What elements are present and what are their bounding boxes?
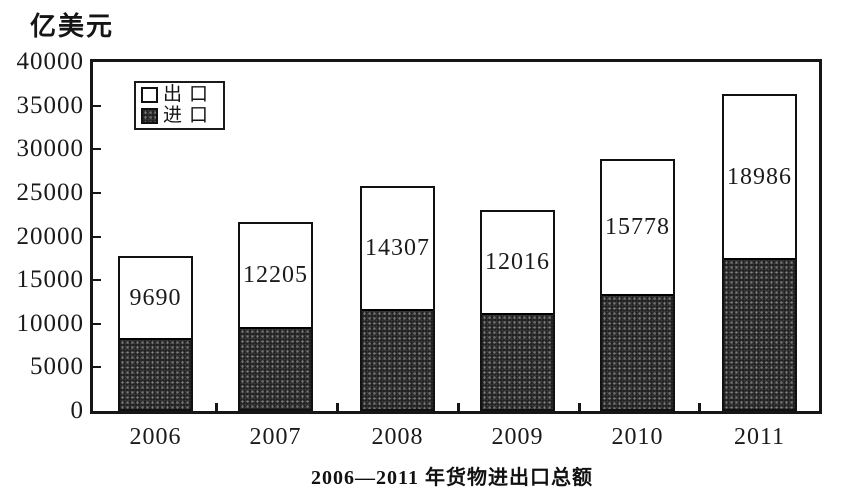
y-axis-tick-label: 30000	[16, 135, 84, 163]
bar-2006: 9690	[118, 255, 193, 411]
legend-item-import: 进口	[141, 106, 218, 126]
legend-item-export: 出口	[141, 85, 218, 105]
y-axis-tick-label: 15000	[16, 266, 84, 294]
y-axis-tick-mark	[93, 148, 101, 151]
bar-export-value-label: 12016	[485, 249, 550, 276]
chart-title: 2006—2011 年货物进出口总额	[311, 467, 593, 489]
plot-area: 出口 进口 9690 12205 14307 12016 15778 18986	[90, 59, 822, 414]
x-axis-tick-mark	[336, 403, 339, 411]
bar-import-segment	[120, 338, 191, 409]
bar-import-segment	[362, 309, 433, 409]
x-axis-label-2007: 2007	[249, 424, 302, 450]
x-axis-label-2008: 2008	[371, 424, 424, 450]
x-axis-label-2009: 2009	[491, 424, 544, 450]
bar-import-segment	[240, 326, 311, 409]
bar-2007: 12205	[238, 222, 313, 411]
bar-import-segment	[602, 294, 673, 409]
import-swatch-icon	[141, 108, 158, 124]
y-axis-tick-mark	[93, 191, 101, 194]
y-axis-tick-label: 35000	[16, 91, 84, 119]
x-axis-tick-mark	[698, 403, 701, 411]
y-axis-tick-mark	[93, 322, 101, 325]
bar-2008: 14307	[360, 186, 435, 411]
export-swatch-icon	[141, 87, 158, 103]
bar-2010: 15778	[600, 158, 675, 411]
y-axis-tick-label: 20000	[16, 222, 84, 250]
y-axis-unit-label: 亿美元	[30, 12, 115, 41]
x-axis-tick-mark	[215, 403, 218, 411]
bar-import-segment	[724, 258, 795, 409]
x-axis-label-2010: 2010	[611, 424, 664, 450]
x-axis-label-2011: 2011	[733, 424, 786, 450]
legend: 出口 进口	[134, 81, 225, 130]
y-axis-tick-label: 5000	[30, 353, 84, 381]
bar-2009: 12016	[480, 210, 555, 411]
y-axis-tick-mark	[93, 104, 101, 107]
y-axis-tick-mark	[93, 235, 101, 238]
bar-export-value-label: 9690	[129, 284, 182, 311]
y-axis-tick-label: 0	[70, 397, 84, 424]
y-axis-tick-label: 10000	[16, 309, 84, 337]
bar-export-value-label: 14307	[365, 235, 430, 262]
x-axis-label-2006: 2006	[129, 424, 182, 450]
x-axis-tick-mark	[457, 403, 460, 411]
y-axis-tick-label: 25000	[16, 178, 84, 206]
bar-export-value-label: 18986	[727, 163, 792, 190]
bar-2011: 18986	[722, 94, 797, 411]
y-axis-tick-mark	[93, 279, 101, 282]
legend-label-import: 进口	[163, 105, 216, 126]
bar-export-value-label: 12205	[243, 261, 308, 288]
y-axis-tick-label: 40000	[16, 48, 84, 75]
x-axis-tick-mark	[578, 403, 581, 411]
legend-label-export: 出口	[163, 84, 216, 105]
bar-export-value-label: 15778	[605, 213, 670, 240]
bar-import-segment	[482, 313, 553, 409]
y-axis-tick-mark	[93, 366, 101, 369]
